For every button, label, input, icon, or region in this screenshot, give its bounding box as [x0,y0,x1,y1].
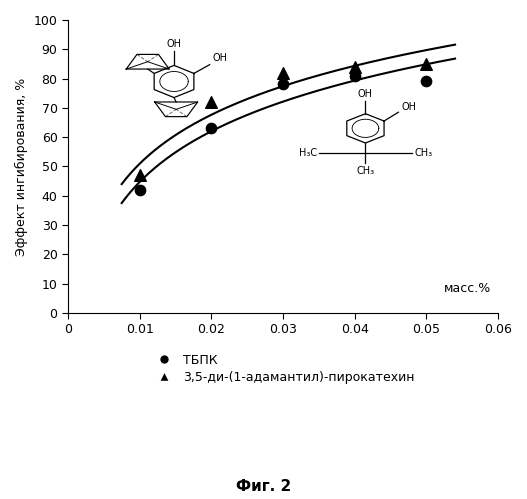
Point [422,77,431,85]
Text: OH: OH [358,89,373,99]
Text: OH: OH [401,102,416,112]
Text: OH: OH [167,39,181,49]
Point [350,72,359,80]
Point [207,124,216,132]
Point [135,171,144,179]
Legend: ТБПК, 3,5-ди-(1-адамантил)-пирокатехин: ТБПК, 3,5-ди-(1-адамантил)-пирокатехин [147,349,419,389]
Text: Фиг. 2: Фиг. 2 [236,479,291,494]
Point [135,186,144,194]
Point [422,60,431,68]
Text: OH: OH [212,53,228,63]
Text: масс.%: масс.% [444,282,491,295]
Point [279,69,287,77]
Point [279,80,287,88]
Y-axis label: Эффект ингибирования, %: Эффект ингибирования, % [15,77,28,255]
Point [207,98,216,106]
Text: CH₃: CH₃ [414,148,432,158]
Text: H₃C: H₃C [299,148,317,158]
Text: CH₃: CH₃ [356,166,375,176]
Point [350,63,359,71]
